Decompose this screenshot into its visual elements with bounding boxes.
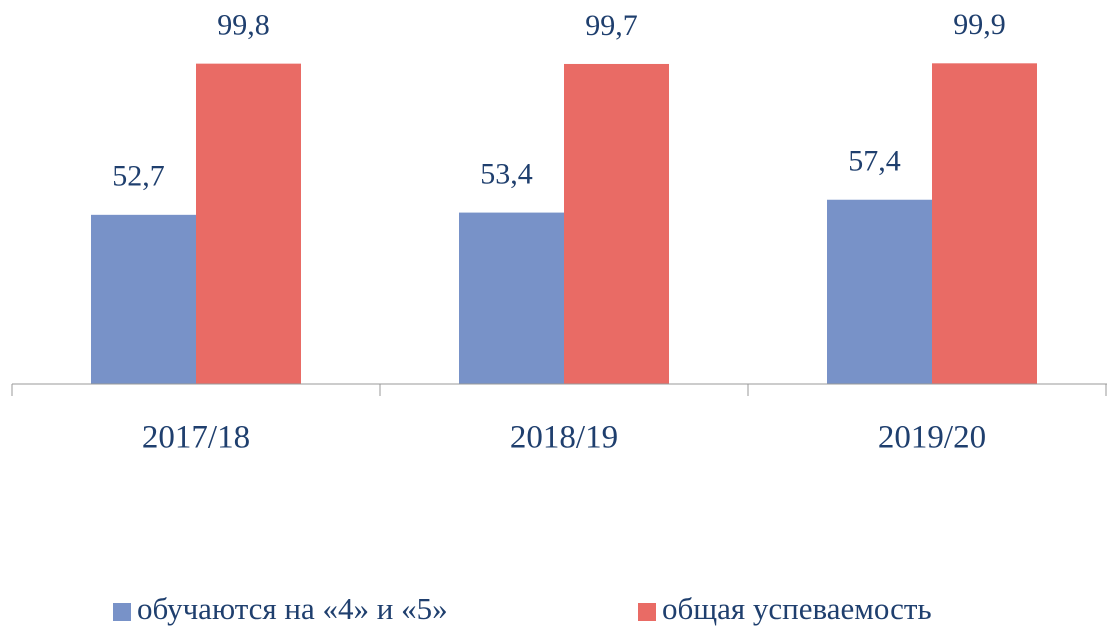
legend-label: обучаются на «4» и «5» [137, 591, 448, 626]
bar [564, 63, 669, 384]
bar [459, 212, 564, 384]
bar [196, 63, 301, 384]
legend-swatch [113, 603, 131, 621]
data-label: 57,4 [848, 145, 901, 178]
data-label: 52,7 [112, 160, 165, 193]
bar [932, 63, 1037, 385]
legend-swatch [638, 603, 656, 621]
x-tick-label: 2019/20 [878, 420, 986, 456]
data-label: 99,7 [585, 9, 638, 42]
data-label: 53,4 [480, 157, 533, 190]
data-label: 99,8 [217, 9, 270, 42]
data-label: 99,9 [953, 8, 1006, 41]
bar [91, 214, 196, 384]
x-tick-label: 2018/19 [510, 420, 618, 456]
bar [827, 199, 932, 384]
x-tick-label: 2017/18 [142, 420, 250, 456]
legend-label: общая успеваемость [662, 591, 932, 626]
